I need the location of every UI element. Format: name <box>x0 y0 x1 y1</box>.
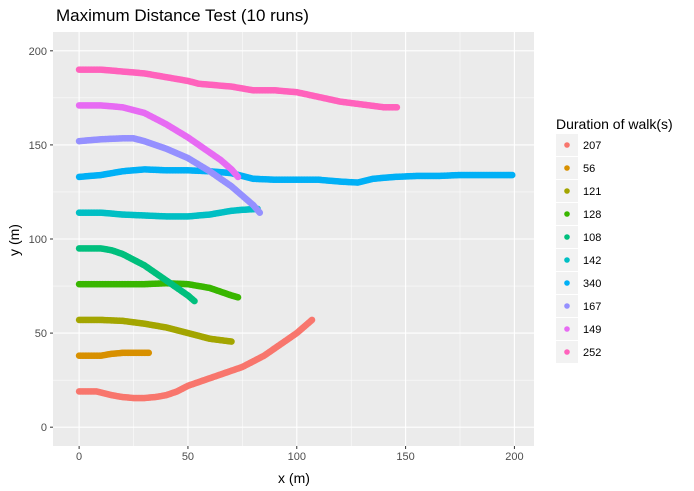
legend-label: 149 <box>583 324 601 336</box>
data-point <box>234 294 242 301</box>
y-tick-label: 200 <box>29 46 47 58</box>
x-tick-label: 100 <box>288 451 306 463</box>
data-point <box>191 297 198 305</box>
data-point <box>508 171 516 179</box>
chart-title: Maximum Distance Test (10 runs) <box>56 6 309 25</box>
legend-label: 252 <box>583 347 601 359</box>
legend-marker <box>564 142 570 148</box>
series-128 <box>75 279 242 301</box>
legend-marker <box>564 211 570 217</box>
series-207 <box>75 316 316 402</box>
legend-item-149: 149 <box>556 318 601 340</box>
y-tick-label: 150 <box>29 140 47 152</box>
legend-marker <box>564 303 570 309</box>
legend-label: 108 <box>583 232 601 244</box>
legend-marker <box>564 165 570 171</box>
x-tick-label: 200 <box>505 451 523 463</box>
legend-item-128: 128 <box>556 203 601 225</box>
series-108 <box>75 245 198 305</box>
x-axis: 0 50 100 150 200 <box>76 446 524 463</box>
y-tick-label: 50 <box>35 328 47 340</box>
series-142 <box>75 205 261 220</box>
series-56 <box>75 349 153 359</box>
data-layer <box>75 66 516 402</box>
legend-item-142: 142 <box>556 249 601 271</box>
data-point <box>393 103 401 111</box>
legend-label: 128 <box>583 209 601 221</box>
legend-marker <box>564 188 570 194</box>
legend-title: Duration of walk(s) <box>556 116 673 132</box>
data-point <box>234 173 242 181</box>
legend-label: 167 <box>583 301 601 313</box>
data-point <box>308 316 316 324</box>
series-340 <box>75 166 516 186</box>
legend-label: 340 <box>583 278 601 290</box>
data-point <box>228 338 235 345</box>
y-axis: 0 50 100 150 200 <box>29 46 53 434</box>
legend-label: 121 <box>583 186 601 198</box>
x-axis-title: x (m) <box>278 470 310 486</box>
legend-item-252: 252 <box>556 341 601 363</box>
x-tick-label: 0 <box>76 451 82 463</box>
legend: Duration of walk(s) 207 56 121 128 108 142 340… <box>556 116 673 363</box>
y-tick-label: 100 <box>29 234 47 246</box>
legend-item-108: 108 <box>556 226 601 248</box>
x-tick-label: 50 <box>182 451 194 463</box>
legend-marker <box>564 280 570 286</box>
legend-item-56: 56 <box>556 157 595 179</box>
y-tick-label: 0 <box>41 422 47 434</box>
legend-label: 207 <box>583 140 601 152</box>
legend-item-340: 340 <box>556 272 601 294</box>
legend-items: 207 56 121 128 108 142 340 167 149 252 <box>556 134 601 363</box>
legend-marker <box>564 234 570 240</box>
series-149 <box>75 102 242 181</box>
legend-marker <box>564 326 570 332</box>
legend-label: 56 <box>583 163 595 175</box>
y-axis-title: y (m) <box>6 224 22 256</box>
legend-label: 142 <box>583 255 601 267</box>
series-167 <box>75 135 264 216</box>
legend-marker <box>564 349 570 355</box>
series-121 <box>75 316 235 345</box>
legend-marker <box>564 257 570 263</box>
series-252 <box>75 66 401 111</box>
data-point <box>145 349 153 357</box>
legend-item-207: 207 <box>556 134 601 156</box>
legend-item-167: 167 <box>556 295 601 317</box>
x-tick-label: 150 <box>396 451 414 463</box>
legend-item-121: 121 <box>556 180 601 202</box>
data-point <box>256 209 264 216</box>
